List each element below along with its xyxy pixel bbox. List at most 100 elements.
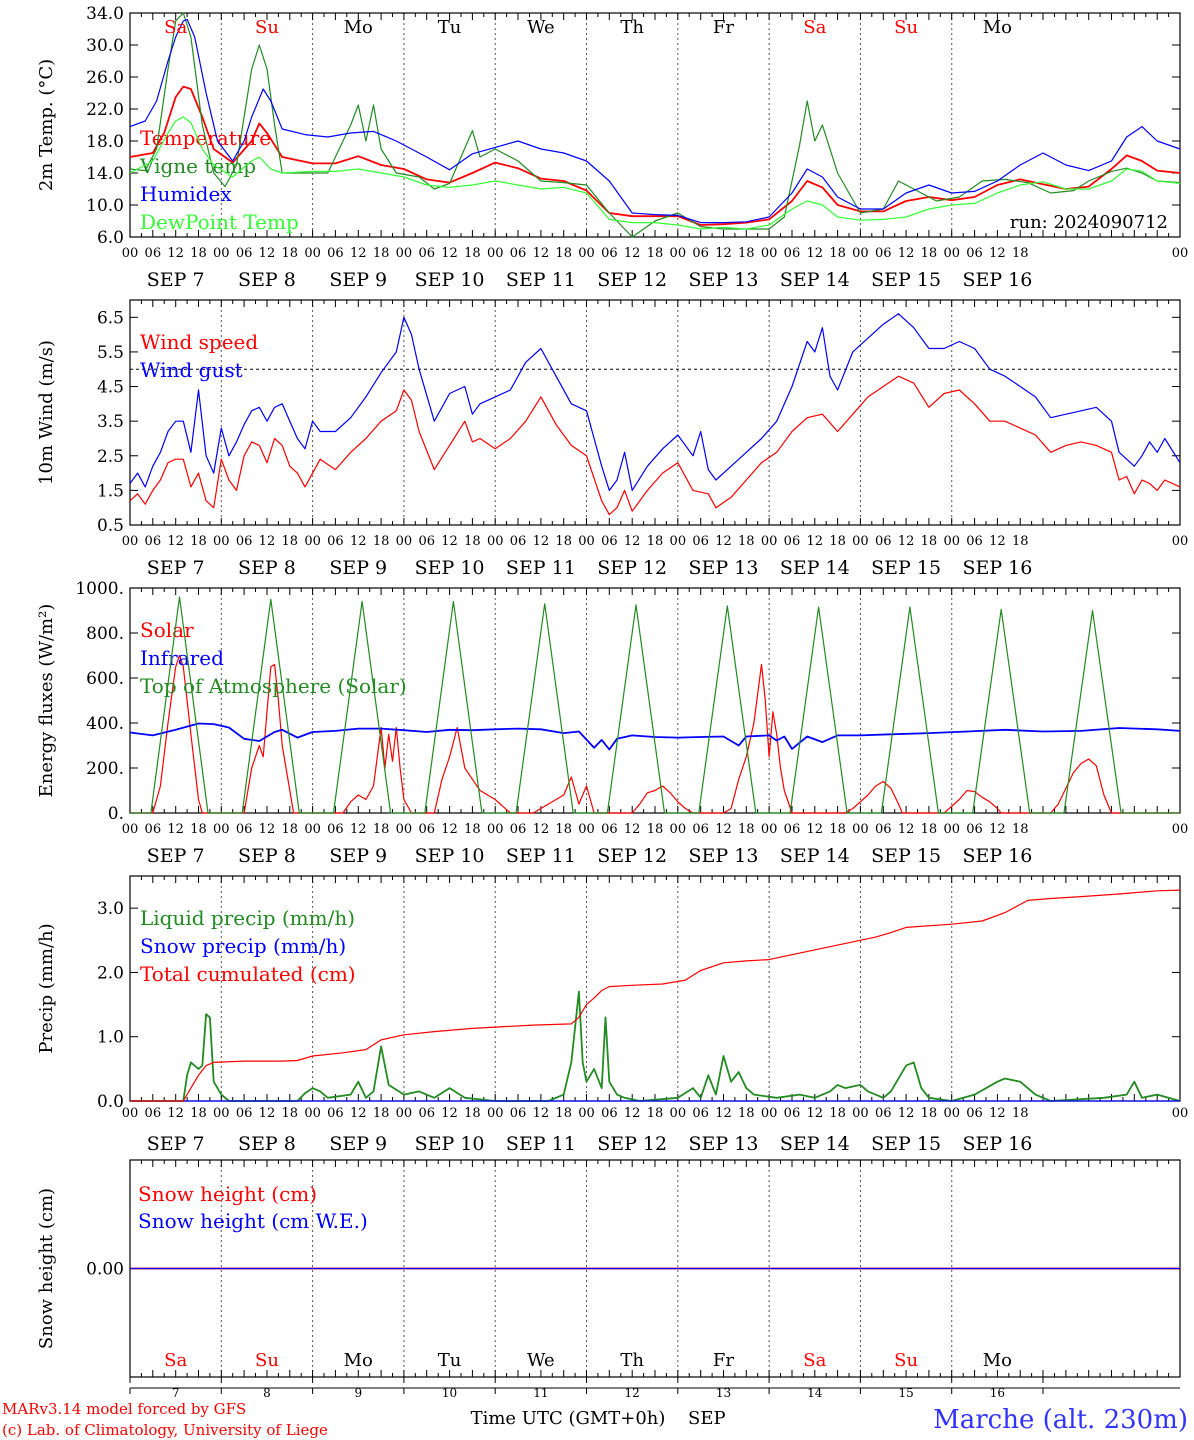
date-label: SEP 15 (871, 557, 941, 579)
legend-entry: Snow height (cm W.E.) (138, 1209, 368, 1233)
y-tick-label: 4.5 (97, 378, 124, 398)
y-tick-label: 1.0 (97, 1028, 124, 1048)
hour-tick-label: 18 (647, 1106, 664, 1121)
hour-tick-label: 18 (555, 1106, 572, 1121)
hour-tick-label: 18 (738, 534, 755, 549)
date-label: SEP 7 (147, 1133, 205, 1155)
y-tick-label: 26.0 (86, 68, 124, 88)
day-name: Mo (344, 17, 373, 38)
legend-entry: Humidex (140, 182, 232, 206)
y-tick-label: 6.5 (97, 308, 124, 328)
hour-tick-label: 00 (943, 822, 960, 837)
hour-tick-label: 12 (624, 534, 641, 549)
series-line-temperature (129, 85, 1181, 226)
hour-tick-label: 18 (373, 246, 390, 261)
hour-tick-label: 18 (1012, 822, 1029, 837)
hour-tick-label: 18 (738, 822, 755, 837)
date-label: SEP 11 (506, 269, 576, 291)
hour-tick-label: 06 (875, 1106, 892, 1121)
time-axis-label: Time UTC (GMT+0h) (471, 1408, 666, 1429)
hour-tick-label: 12 (350, 822, 367, 837)
day-name: Tu (438, 17, 462, 38)
y-tick-label: 0. (108, 804, 124, 824)
hour-tick-label: 00 (487, 246, 504, 261)
hour-tick-label: 00 (1172, 246, 1189, 261)
hour-tick-label: 00 (122, 822, 139, 837)
y-tick-label: 6.0 (97, 228, 124, 248)
hour-tick-label: 18 (829, 246, 846, 261)
hour-tick-label: 00 (213, 534, 230, 549)
hour-tick-label: 00 (213, 1106, 230, 1121)
hour-tick-label: 00 (670, 1106, 687, 1121)
hour-tick-label: 18 (373, 822, 390, 837)
panel-3: 0. 200. 400. 600. 800. 1000. Energy fluxes (W/… (36, 579, 1181, 824)
hour-tick-label: 00 (670, 246, 687, 261)
hour-tick-label: 00 (943, 534, 960, 549)
hour-tick-label: 12 (259, 1106, 276, 1121)
hour-tick-label: 06 (236, 1106, 253, 1121)
hour-tick-label: 06 (601, 1106, 618, 1121)
date-label: SEP 13 (689, 845, 759, 867)
hour-tick-label: 18 (282, 246, 299, 261)
hour-tick-label: 00 (852, 246, 869, 261)
date-label: SEP 10 (415, 269, 485, 291)
hour-tick-label: 00 (852, 1106, 869, 1121)
hour-tick-label: 18 (464, 822, 481, 837)
hour-tick-label: 12 (533, 246, 550, 261)
y-axis-label: Snow height (cm) (36, 1188, 57, 1349)
hour-tick-label: 12 (989, 822, 1006, 837)
station-label: Marche (alt. 230m) (933, 1405, 1188, 1435)
time-axis-2: 00 06 12 18 SEP 7 00 06 12 18 SEP 8 00 06 12 18 SEP 9 0… (122, 534, 1189, 579)
day-number: 13 (716, 1386, 731, 1400)
hour-tick-label: 12 (259, 246, 276, 261)
panel-4: 0.0 1.0 2.0 3.0 Precip (mm/h) Liquid precip (… (36, 875, 1181, 1112)
hour-tick-label: 00 (578, 822, 595, 837)
time-axis-3: 00 06 12 18 SEP 7 00 06 12 18 SEP 8 00 06 12 18 SEP 9 0… (122, 822, 1189, 867)
hour-tick-label: 12 (898, 1106, 915, 1121)
day-name: Sa (164, 1350, 187, 1371)
hour-tick-label: 12 (441, 1106, 458, 1121)
hour-tick-label: 06 (875, 822, 892, 837)
date-label: SEP 16 (962, 1133, 1032, 1155)
y-axis-label: Energy fluxes (W/m²) (36, 604, 57, 798)
hour-tick-label: 06 (327, 246, 344, 261)
hour-tick-label: 12 (807, 534, 824, 549)
hour-tick-label: 00 (487, 1106, 504, 1121)
hour-tick-label: 00 (304, 534, 321, 549)
panel-frame (129, 12, 1181, 238)
hour-tick-label: 18 (921, 246, 938, 261)
y-tick-label: 0.0 (97, 1092, 124, 1112)
hour-tick-label: 18 (464, 1106, 481, 1121)
hour-tick-label: 18 (190, 1106, 207, 1121)
day-headers-top: Sa Su Mo Tu We Th Fr Sa Su Mo (164, 17, 1012, 38)
series-line-wind-gust (129, 313, 1181, 491)
y-tick-label: 200. (86, 759, 124, 779)
hour-tick-label: 06 (692, 534, 709, 549)
day-name: Su (255, 1350, 279, 1371)
y-tick-label: 5.5 (97, 343, 124, 363)
day-name: Fr (713, 1350, 734, 1371)
hour-tick-label: 18 (1012, 1106, 1029, 1121)
hour-tick-label: 12 (624, 246, 641, 261)
y-tick-label: 1.5 (97, 481, 124, 501)
hour-tick-label: 00 (852, 534, 869, 549)
lab-credit: (c) Lab. of Climatology, University of L… (2, 1421, 328, 1439)
hour-tick-label: 18 (829, 822, 846, 837)
day-number: 9 (354, 1386, 362, 1400)
hour-tick-label: 00 (396, 822, 413, 837)
y-tick-label: 10.0 (86, 196, 124, 216)
day-number: 12 (625, 1386, 640, 1400)
legend-entry: Liquid precip (mm/h) (140, 906, 355, 930)
hour-tick-label: 18 (921, 822, 938, 837)
day-name: Tu (438, 1350, 462, 1371)
day-number: 10 (442, 1386, 457, 1400)
day-name: Su (894, 1350, 918, 1371)
panel-1: 6.0 10.0 14.0 18.0 22.0 26.0 30.0 34.0 2m Temp. … (36, 4, 1181, 248)
y-tick-label: 14.0 (86, 164, 124, 184)
hour-tick-label: 06 (327, 822, 344, 837)
hour-tick-label: 00 (396, 534, 413, 549)
day-number: 14 (807, 1386, 823, 1400)
hour-tick-label: 00 (122, 534, 139, 549)
legend-entry: Wind speed (140, 330, 258, 354)
hour-tick-label: 06 (236, 534, 253, 549)
